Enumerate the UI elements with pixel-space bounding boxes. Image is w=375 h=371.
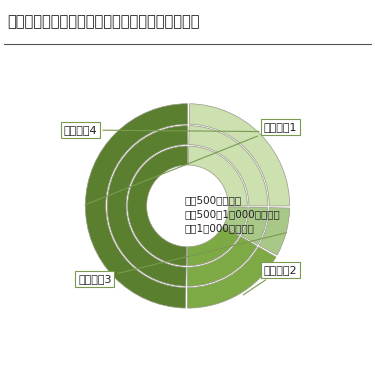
Wedge shape bbox=[188, 146, 248, 206]
Text: 外：1，000万円以上: 外：1，000万円以上 bbox=[184, 223, 255, 233]
Text: 内：500万円未満: 内：500万円未満 bbox=[184, 195, 242, 205]
Text: 中：500～1，000万円未満: 中：500～1，000万円未満 bbox=[184, 209, 280, 219]
Text: グループ2: グループ2 bbox=[243, 265, 297, 295]
Wedge shape bbox=[128, 146, 188, 266]
Text: グループ3: グループ3 bbox=[78, 233, 286, 284]
Wedge shape bbox=[224, 207, 248, 235]
Wedge shape bbox=[189, 126, 268, 206]
Wedge shape bbox=[188, 247, 276, 308]
Wedge shape bbox=[107, 126, 188, 286]
Wedge shape bbox=[188, 226, 239, 266]
Text: 図表５：年間収入別老後の生活のための準備状況: 図表５：年間収入別老後の生活のための準備状況 bbox=[8, 14, 200, 29]
Text: グループ1: グループ1 bbox=[85, 122, 297, 205]
Text: グループ4: グループ4 bbox=[63, 125, 259, 135]
Wedge shape bbox=[85, 104, 188, 308]
Wedge shape bbox=[189, 104, 290, 206]
Wedge shape bbox=[188, 237, 257, 286]
Wedge shape bbox=[259, 208, 290, 255]
Wedge shape bbox=[241, 207, 268, 244]
